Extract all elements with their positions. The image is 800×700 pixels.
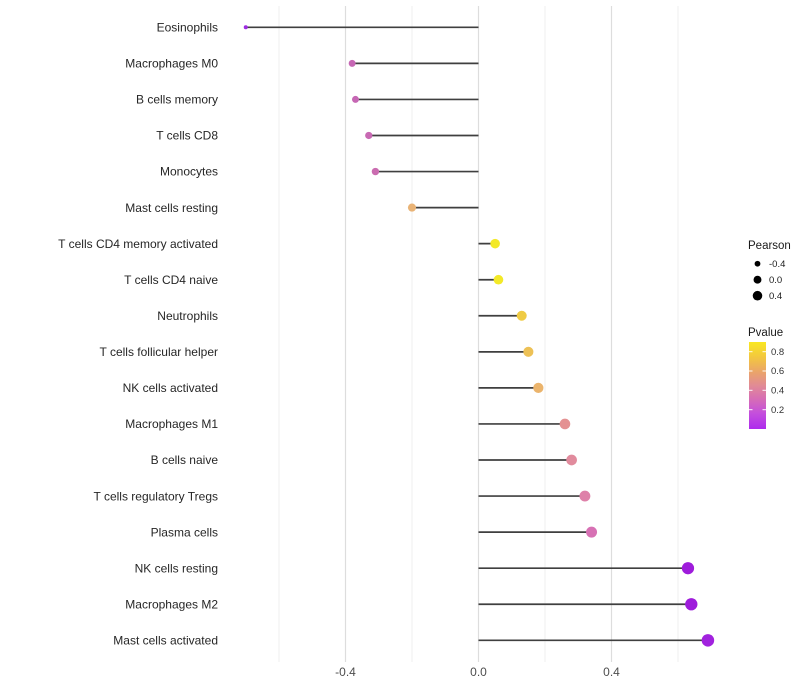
row-label: T cells regulatory Tregs <box>94 489 219 503</box>
x-tick-label: 0.0 <box>470 665 487 679</box>
lollipop-point <box>566 454 577 466</box>
lollipop-point <box>681 562 695 575</box>
lollipop-point <box>493 274 504 285</box>
lollipop-point <box>523 346 534 357</box>
row-label: B cells naive <box>151 453 219 467</box>
row-label: Macrophages M2 <box>125 597 218 611</box>
lollipop-point <box>407 203 417 212</box>
pvalue-colorbar <box>749 342 766 429</box>
lollipop-point <box>685 598 698 611</box>
lollipop-point <box>579 490 591 502</box>
lollipop-point <box>490 238 500 249</box>
colorbar-tick-label: 0.8 <box>771 347 784 358</box>
size-legend-label: 0.0 <box>769 275 782 286</box>
lollipop-point <box>365 131 373 140</box>
lollipop-point <box>371 167 380 176</box>
row-label: Mast cells resting <box>125 201 218 215</box>
row-label: T cells CD8 <box>156 129 218 143</box>
row-label: T cells follicular helper <box>100 345 219 359</box>
colorbar-tick-label: 0.4 <box>771 386 784 397</box>
x-tick-label: 0.4 <box>603 665 620 679</box>
x-tick-label: -0.4 <box>335 665 356 679</box>
stem-layer <box>245 26 708 642</box>
row-label: Mast cells activated <box>113 634 218 648</box>
row-label: Macrophages M0 <box>125 57 218 71</box>
row-label: T cells CD4 naive <box>124 273 218 287</box>
size-legend-title: Pearson <box>748 240 791 252</box>
row-label: Monocytes <box>160 165 218 179</box>
color-legend-title: Pvalue <box>748 327 783 339</box>
row-label-layer: Eosinophils Macrophages M0 B cells memory T… <box>58 21 218 648</box>
lollipop-point <box>348 59 356 67</box>
colorbar-tick-label: 0.2 <box>771 405 784 416</box>
legend-layer: Pearson -0.4 0.0 0.4 Pvalue 0.8 0.6 0.4 0.2 <box>748 240 791 429</box>
size-legend-dot <box>753 275 762 284</box>
lollipop-point <box>559 418 571 430</box>
row-label: Eosinophils <box>157 21 218 35</box>
row-label: B cells memory <box>136 93 218 107</box>
lollipop-point <box>586 526 598 538</box>
size-legend-label: 0.4 <box>769 291 782 302</box>
colorbar-tick-label: 0.6 <box>771 366 784 377</box>
row-label: Neutrophils <box>157 309 218 323</box>
point-layer <box>243 25 715 647</box>
size-legend-dot <box>752 290 763 301</box>
row-label: NK cells resting <box>135 561 218 575</box>
lollipop-point <box>351 95 359 103</box>
lollipop-point <box>533 382 544 394</box>
row-label: NK cells activated <box>123 381 218 395</box>
x-axis-layer: -0.4 0.0 0.4 <box>335 665 620 679</box>
row-label: T cells CD4 memory activated <box>58 237 218 251</box>
row-label: Macrophages M1 <box>125 417 218 431</box>
grid-layer <box>278 6 679 662</box>
lollipop-point <box>701 634 715 647</box>
lollipop-point <box>516 310 527 321</box>
lollipop-point <box>243 25 248 30</box>
size-legend-label: -0.4 <box>769 259 785 270</box>
row-label: Plasma cells <box>151 525 218 539</box>
size-legend-dot <box>754 260 761 267</box>
